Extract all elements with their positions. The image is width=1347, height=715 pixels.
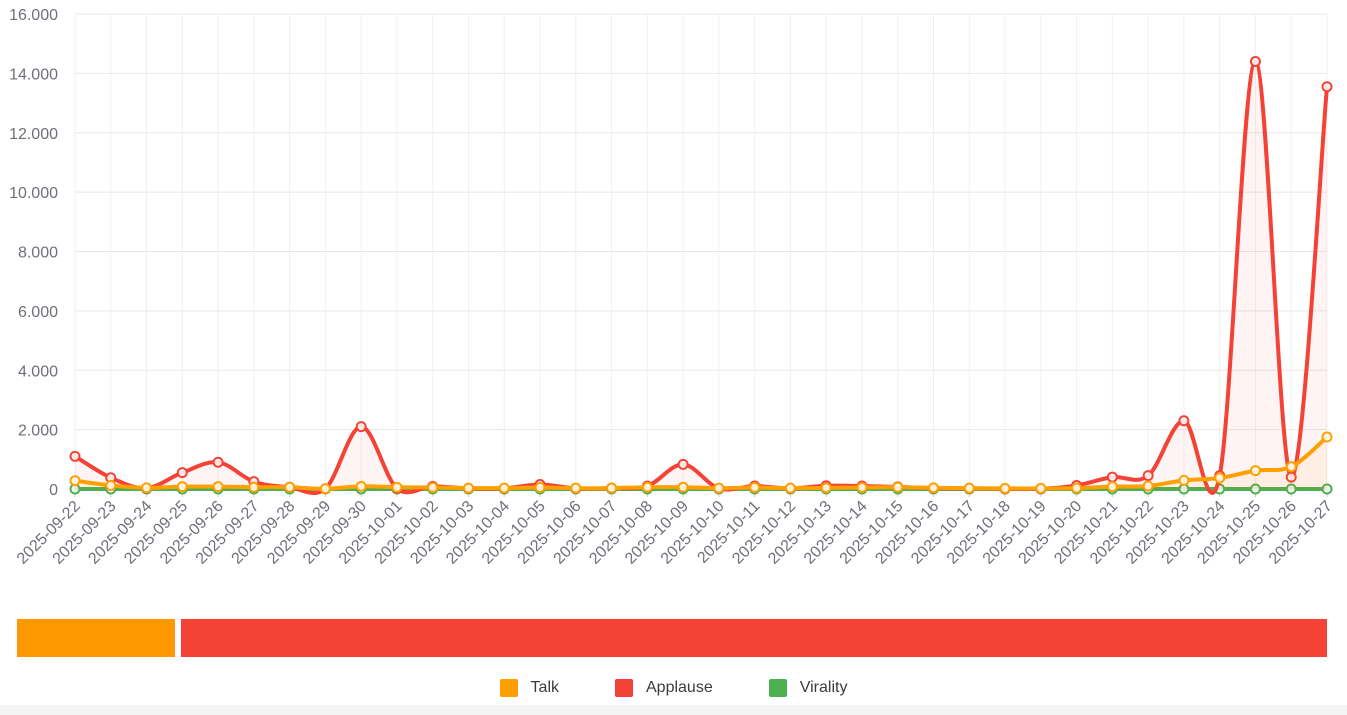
applause-data-point[interactable]: [69, 450, 81, 462]
legend-label-virality: Virality: [799, 679, 848, 696]
applause-data-point[interactable]: [1142, 470, 1154, 482]
talk-data-point[interactable]: [1071, 482, 1083, 494]
talk-data-point[interactable]: [319, 483, 331, 495]
y-axis-label: 16.000: [9, 7, 58, 24]
y-axis-label: 12.000: [9, 126, 58, 143]
talk-data-point[interactable]: [176, 481, 188, 493]
y-axis-label: 14.000: [9, 66, 58, 83]
talk-data-point[interactable]: [892, 481, 904, 493]
talk-data-point[interactable]: [1178, 474, 1190, 486]
legend-item-applause[interactable]: Applause: [615, 679, 713, 697]
talk-range-segment[interactable]: [17, 619, 175, 657]
applause-data-point[interactable]: [176, 467, 188, 479]
talk-area: [75, 437, 1327, 489]
talk-data-point[interactable]: [534, 482, 546, 494]
talk-data-point[interactable]: [355, 480, 367, 492]
legend-item-talk[interactable]: Talk: [499, 679, 559, 697]
applause-data-point[interactable]: [1285, 471, 1297, 483]
talk-data-point[interactable]: [284, 481, 296, 493]
talk-data-point[interactable]: [69, 475, 81, 487]
y-axis-label: 4.000: [18, 363, 58, 380]
y-axis-label: 0: [49, 482, 58, 499]
y-axis-label: 10.000: [9, 185, 58, 202]
y-axis-label: 8.000: [18, 245, 58, 262]
talk-data-point[interactable]: [1214, 472, 1226, 484]
applause-data-point[interactable]: [1321, 81, 1333, 93]
talk-data-point[interactable]: [570, 482, 582, 494]
talk-data-point[interactable]: [391, 481, 403, 493]
talk-data-point[interactable]: [999, 482, 1011, 494]
legend-label-talk: Talk: [530, 679, 559, 696]
talk-data-point[interactable]: [749, 482, 761, 494]
page-bottom-strip: [0, 705, 1347, 715]
talk-data-point[interactable]: [606, 482, 618, 494]
talk-data-point[interactable]: [677, 481, 689, 493]
talk-data-point[interactable]: [1285, 461, 1297, 473]
applause-line: [73, 59, 1329, 495]
talk-data-point[interactable]: [784, 482, 796, 494]
trend-line-chart[interactable]: 0 2.000 4.000 6.000 8.000 10.000 12.000 14.000 1…: [0, 0, 1347, 608]
talk-data-point[interactable]: [498, 482, 510, 494]
talk-data-point[interactable]: [1035, 482, 1047, 494]
virality-data-point[interactable]: [1321, 483, 1333, 495]
applause-data-point[interactable]: [1249, 56, 1261, 67]
talk-data-point[interactable]: [105, 479, 117, 491]
talk-data-point[interactable]: [427, 482, 439, 494]
applause-data-point[interactable]: [355, 421, 367, 433]
y-axis-label: 2.000: [18, 423, 58, 440]
talk-data-point[interactable]: [820, 482, 832, 494]
virality-data-point[interactable]: [1285, 483, 1297, 495]
talk-data-point[interactable]: [1321, 431, 1333, 443]
applause-data-point[interactable]: [1178, 415, 1190, 427]
applause-data-point[interactable]: [1106, 471, 1118, 483]
talk-data-point[interactable]: [856, 482, 868, 494]
applause-area: [75, 61, 1327, 494]
legend-label-applause: Applause: [646, 679, 713, 696]
talk-data-point[interactable]: [1142, 480, 1154, 492]
talk-data-point[interactable]: [641, 481, 653, 493]
talk-swatch-icon: [499, 679, 518, 697]
talk-data-point[interactable]: [1249, 465, 1261, 477]
applause-data-point[interactable]: [212, 456, 224, 468]
applause-data-point[interactable]: [677, 458, 689, 470]
chart-legend: Talk Applause Virality: [0, 673, 1347, 703]
timeline-range-bar: [17, 619, 1327, 657]
applause-range-segment[interactable]: [180, 619, 1327, 657]
y-axis-label: 6.000: [18, 304, 58, 321]
talk-data-point[interactable]: [141, 482, 153, 494]
talk-data-point[interactable]: [1106, 481, 1118, 493]
virality-swatch-icon: [768, 679, 787, 697]
talk-data-point[interactable]: [462, 482, 474, 494]
talk-data-point[interactable]: [928, 482, 940, 494]
legend-item-virality[interactable]: Virality: [768, 679, 848, 697]
virality-data-point[interactable]: [1249, 483, 1261, 495]
talk-data-point[interactable]: [963, 482, 975, 494]
talk-data-point[interactable]: [713, 482, 725, 494]
applause-swatch-icon: [615, 679, 633, 697]
talk-data-point[interactable]: [212, 481, 224, 493]
talk-data-point[interactable]: [248, 481, 260, 493]
